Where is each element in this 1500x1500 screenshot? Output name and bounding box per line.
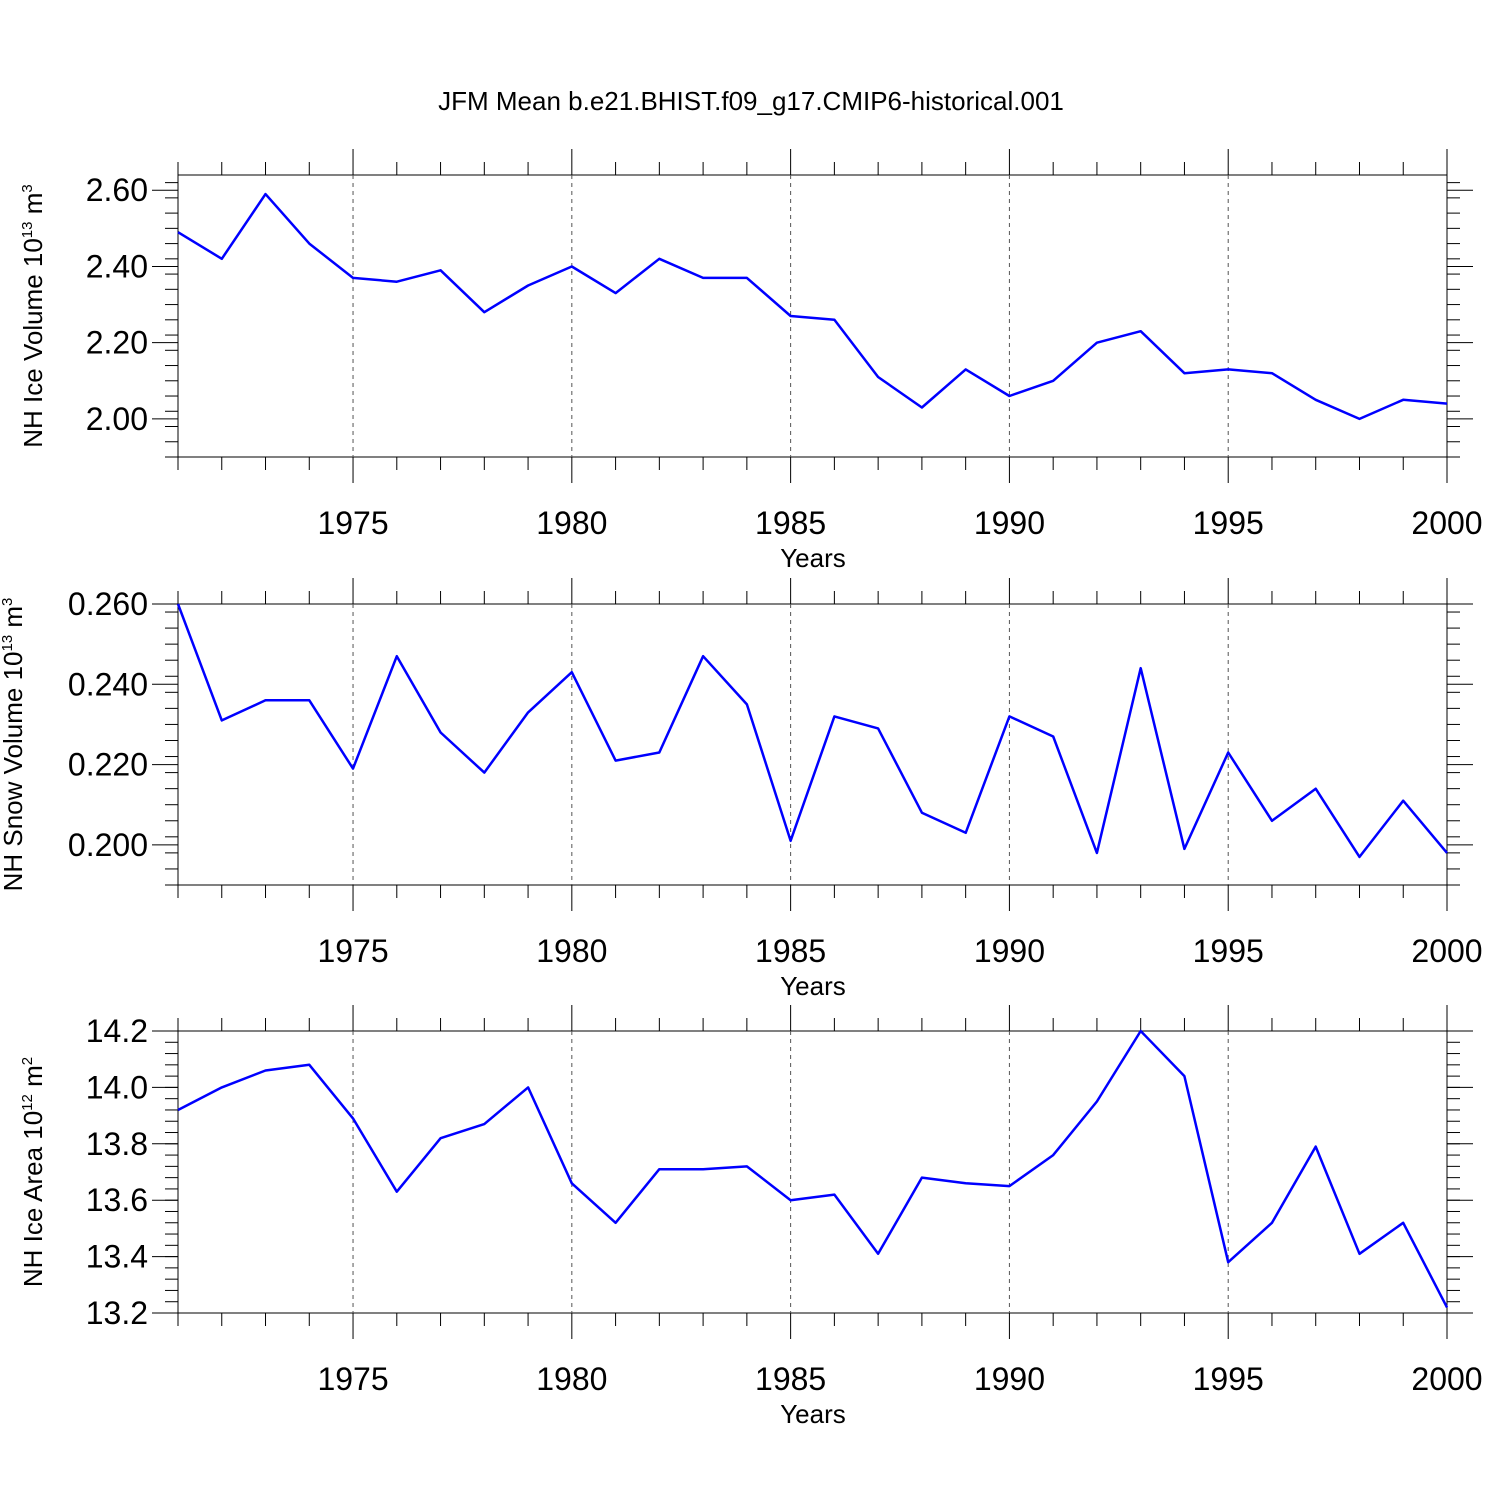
x-axis-title: Years <box>780 971 846 1001</box>
y-tick-label: 13.4 <box>86 1239 148 1275</box>
x-tick-label: 1990 <box>974 1361 1045 1397</box>
y-axis-title: NH Ice Area 1012 m2 <box>18 1057 48 1287</box>
figure-title: JFM Mean b.e21.BHIST.f09_g17.CMIP6-histo… <box>438 86 1064 116</box>
x-tick-label: 1995 <box>1193 1361 1264 1397</box>
y-tick-label: 14.2 <box>86 1013 148 1049</box>
y-tick-label: 0.240 <box>68 666 148 702</box>
x-tick-label: 1975 <box>317 933 388 969</box>
y-tick-label: 2.00 <box>86 401 148 437</box>
chart-panel-3: 13.2 13.4 13.6 13.8 14.0 14.2 1975 1980 1985 1990… <box>18 1005 1483 1429</box>
x-tick-label: 1985 <box>755 505 826 541</box>
x-tick-label: 2000 <box>1411 505 1482 541</box>
x-tick-label: 1980 <box>536 505 607 541</box>
y-axis-title: NH Ice Volume 1013 m3 <box>18 184 48 447</box>
chart-panel-1: 2.00 2.20 2.40 2.60 1975 1980 1985 1990 1995 2000… <box>18 149 1483 573</box>
y-tick-label: 0.200 <box>68 827 148 863</box>
series-line-1 <box>176 603 1448 859</box>
y-tick-label: 0.260 <box>68 586 148 622</box>
x-tick-label: 1995 <box>1193 933 1264 969</box>
x-tick-label: 2000 <box>1411 1361 1482 1397</box>
x-tick-label: 1985 <box>755 933 826 969</box>
x-tick-label: 1975 <box>317 1361 388 1397</box>
x-tick-label: 1995 <box>1193 505 1264 541</box>
y-tick-label: 2.20 <box>86 325 148 361</box>
y-tick-label: 13.8 <box>86 1126 148 1162</box>
x-tick-label: 1990 <box>974 933 1045 969</box>
x-axis-title: Years <box>780 1399 846 1429</box>
series-line-1 <box>177 192 1448 421</box>
y-tick-label: 0.220 <box>68 747 148 783</box>
x-tick-label: 1980 <box>536 933 607 969</box>
panels: 2.00 2.20 2.40 2.60 1975 1980 1985 1990 1995 2000… <box>0 149 1483 1429</box>
x-tick-label: 2000 <box>1411 933 1482 969</box>
x-tick-label: 1985 <box>755 1361 826 1397</box>
x-tick-label: 1990 <box>974 505 1045 541</box>
plot-frame <box>177 174 1448 458</box>
series-line-1 <box>177 1029 1449 1308</box>
y-tick-label: 13.2 <box>86 1295 148 1331</box>
y-tick-label: 2.40 <box>86 248 148 284</box>
plot-frame <box>177 603 1448 886</box>
y-axis-title: NH Snow Volume 1013 m3 <box>0 598 28 892</box>
plot-frame <box>177 1030 1448 1314</box>
y-tick-label: 14.0 <box>86 1069 148 1105</box>
x-axis-title: Years <box>780 543 846 573</box>
y-tick-label: 2.60 <box>86 172 148 208</box>
y-tick-label: 13.6 <box>86 1182 148 1218</box>
x-tick-label: 1980 <box>536 1361 607 1397</box>
x-tick-label: 1975 <box>317 505 388 541</box>
chart-panel-2: 0.200 0.220 0.240 0.260 1975 1980 1985 1990 1995… <box>0 578 1483 1001</box>
